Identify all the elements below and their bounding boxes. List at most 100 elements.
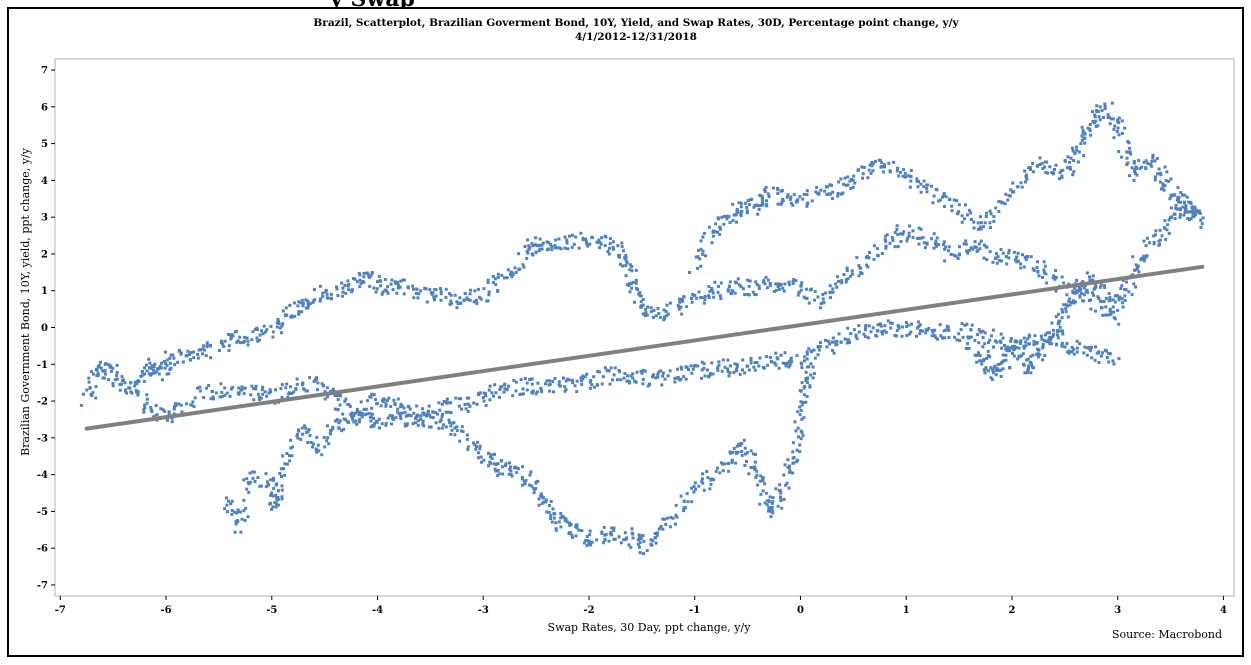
data-point [1070,345,1074,349]
data-point [812,348,816,352]
data-point [761,477,765,480]
data-point [960,214,964,218]
data-point [223,339,227,343]
data-point [253,479,257,483]
data-point [444,425,448,429]
data-point [297,310,301,314]
data-point [585,372,589,376]
data-point [296,436,300,440]
data-point [1058,171,1062,175]
data-point [437,401,441,405]
data-point [1005,348,1009,352]
data-point [958,252,961,256]
data-point [764,491,768,495]
data-point [867,324,871,328]
data-point [321,291,325,295]
data-point [732,213,736,217]
data-point [357,420,361,424]
data-point [1110,101,1114,105]
data-point [1045,281,1049,285]
data-point [562,515,566,519]
data-point [575,523,579,527]
data-point [668,525,672,529]
data-point [517,252,521,256]
data-point [1132,178,1136,182]
data-point [661,371,665,375]
data-point [290,314,294,318]
data-point [427,404,431,408]
data-point [284,313,288,317]
data-point [1102,116,1105,119]
data-point [816,353,820,357]
data-point [851,178,855,182]
data-point [935,236,939,240]
data-point [1079,142,1083,146]
data-point [346,403,350,407]
data-point [185,402,189,406]
data-point [1177,200,1180,204]
data-point [663,377,667,381]
data-point [463,292,467,295]
data-point [712,478,716,482]
data-point [1143,256,1147,260]
data-point [1007,256,1011,260]
data-point [918,332,922,336]
data-point [1054,269,1057,273]
data-point [1082,351,1086,355]
data-point [289,385,292,389]
data-point [1001,367,1005,371]
data-point [290,392,294,396]
data-point [743,446,747,450]
data-point [196,386,199,390]
data-point [1132,161,1136,165]
data-point [398,285,402,289]
data-point [719,281,723,285]
data-point [493,467,497,471]
data-point [1043,333,1047,337]
data-point [1022,265,1026,269]
data-point [664,310,668,313]
data-point [1111,298,1115,302]
data-point [335,285,338,289]
data-point [765,499,769,503]
data-point [629,282,633,286]
data-point [1145,254,1149,258]
data-point [549,500,553,503]
data-point [381,290,385,294]
data-point [153,362,157,366]
data-point [326,424,329,428]
data-point [1044,171,1048,174]
data-point [655,534,659,538]
data-point [826,339,830,343]
data-point [143,372,146,376]
data-point [673,380,677,384]
data-point [1050,171,1054,175]
data-point [581,377,585,381]
data-point [584,240,588,244]
data-point [634,268,638,272]
data-point [503,383,506,387]
data-point [747,368,751,372]
data-point [560,514,564,518]
data-point [357,271,361,275]
data-point [753,361,757,365]
data-point [350,414,353,418]
data-point [637,545,641,549]
x-tick-label: -2 [583,605,594,616]
data-point [1120,131,1124,135]
data-point [666,312,670,316]
data-point [1177,197,1180,201]
data-point [234,329,238,333]
data-point [719,461,723,465]
data-point [747,293,751,297]
data-point [429,415,433,419]
data-point [879,322,882,326]
data-point [933,334,937,338]
data-point [417,292,421,296]
data-point [1113,300,1117,304]
data-point [390,422,393,426]
data-point [1153,178,1157,182]
data-point [1043,354,1047,358]
data-point [365,412,369,416]
data-point [1088,129,1092,133]
